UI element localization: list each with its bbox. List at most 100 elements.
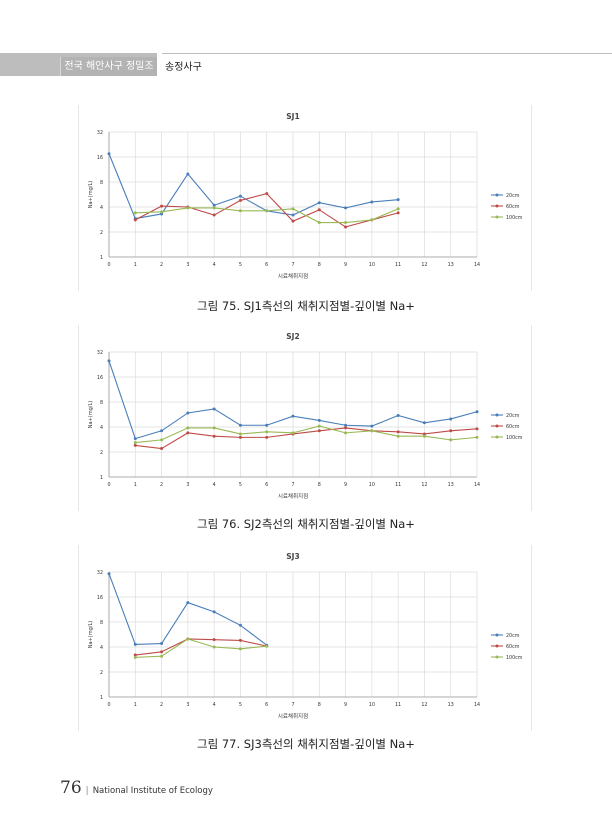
data-point-60cm (265, 435, 269, 439)
x-tick-label: 11 (395, 482, 401, 488)
data-point-20cm (344, 423, 348, 427)
legend-marker-20cm (495, 193, 499, 197)
data-point-20cm (186, 172, 190, 176)
x-tick-label: 5 (239, 702, 242, 708)
x-tick-label: 4 (213, 702, 216, 708)
x-tick-label: 9 (344, 262, 347, 268)
data-point-20cm (160, 212, 164, 216)
data-point-100cm (291, 431, 295, 435)
x-axis-label: 시료채취지점 (278, 272, 308, 280)
data-point-20cm (212, 407, 216, 411)
data-point-60cm (265, 192, 269, 196)
x-tick-label: 14 (474, 482, 480, 488)
data-point-60cm (344, 225, 348, 229)
x-tick-label: 2 (160, 262, 163, 268)
data-point-100cm (186, 206, 190, 210)
y-axis-label: Na+(mg/L) (88, 181, 94, 208)
subsection-title: 송정사구 (165, 62, 202, 73)
data-point-20cm (449, 417, 453, 421)
data-point-100cm (265, 644, 269, 648)
data-point-100cm (317, 221, 321, 225)
y-tick-label: 32 (97, 350, 103, 356)
x-tick-label: 1 (134, 702, 137, 708)
data-point-20cm (238, 623, 242, 627)
data-point-100cm (265, 209, 269, 213)
chart-title: SJ1 (286, 112, 299, 121)
data-point-20cm (396, 414, 400, 418)
legend-label: 60cm (506, 204, 520, 210)
data-point-100cm (133, 655, 137, 659)
y-tick-label: 8 (100, 180, 103, 186)
data-point-60cm (212, 638, 216, 642)
data-point-100cm (238, 209, 242, 213)
data-point-20cm (317, 201, 321, 205)
chart-title: SJ2 (286, 332, 299, 341)
y-tick-label: 2 (100, 670, 103, 676)
data-point-100cm (212, 426, 216, 430)
legend-marker-20cm (495, 633, 499, 637)
data-point-100cm (449, 438, 453, 442)
data-point-60cm (186, 431, 190, 435)
y-tick-label: 8 (100, 620, 103, 626)
x-tick-label: 2 (160, 702, 163, 708)
x-axis-label: 시료채취지점 (278, 712, 308, 720)
legend-label: 60cm (506, 644, 520, 650)
data-point-20cm (396, 198, 400, 202)
x-tick-label: 3 (186, 262, 189, 268)
y-tick-label: 32 (97, 130, 103, 136)
data-point-20cm (133, 642, 137, 646)
x-tick-label: 9 (344, 702, 347, 708)
data-point-60cm (160, 204, 164, 208)
data-point-20cm (370, 424, 374, 428)
data-point-20cm (238, 423, 242, 427)
x-tick-label: 0 (107, 262, 110, 268)
data-point-60cm (422, 432, 426, 436)
data-point-20cm (186, 411, 190, 415)
data-point-20cm (160, 642, 164, 646)
data-point-20cm (422, 421, 426, 425)
y-tick-label: 2 (100, 450, 103, 456)
series-line-60cm (135, 638, 267, 656)
x-tick-label: 8 (318, 702, 321, 708)
y-tick-label: 16 (97, 155, 103, 161)
data-point-60cm (238, 198, 242, 202)
data-point-60cm (396, 211, 400, 215)
legend-marker-60cm (495, 204, 499, 208)
data-point-60cm (160, 447, 164, 451)
data-point-100cm (422, 434, 426, 438)
y-tick-label: 4 (100, 425, 103, 431)
data-point-60cm (238, 435, 242, 439)
data-point-60cm (317, 429, 321, 433)
x-tick-label: 10 (369, 702, 375, 708)
x-tick-label: 5 (239, 482, 242, 488)
data-point-60cm (133, 653, 137, 657)
x-tick-label: 12 (421, 262, 427, 268)
x-tick-label: 8 (318, 482, 321, 488)
data-point-100cm (160, 438, 164, 442)
chart-sj2: SJ2 1 2 4 8 16 32 0 1 2 3 4 5 6 7 8 9 10 11 12 13 14 시료채취지점 Na+… (78, 325, 532, 511)
legend-label: 20cm (506, 633, 520, 639)
x-tick-label: 13 (448, 262, 454, 268)
data-point-100cm (186, 426, 190, 430)
data-point-20cm (475, 410, 479, 414)
legend-marker-20cm (495, 413, 499, 417)
data-point-20cm (317, 418, 321, 422)
y-tick-label: 2 (100, 230, 103, 236)
legend-label: 100cm (506, 215, 523, 221)
data-point-20cm (107, 359, 111, 363)
data-point-60cm (160, 650, 164, 654)
x-tick-label: 4 (213, 262, 216, 268)
chart-title: SJ3 (286, 552, 299, 561)
figure-caption-76: 그림 76. SJ2측선의 채취지점별-깊이별 Na+ (197, 517, 415, 531)
y-axis-label: Na+(mg/L) (88, 621, 94, 648)
data-point-60cm (449, 429, 453, 433)
data-point-60cm (133, 443, 137, 447)
data-point-100cm (238, 647, 242, 651)
data-point-60cm (212, 434, 216, 438)
header-rule (162, 53, 612, 54)
legend-label: 60cm (506, 424, 520, 430)
data-point-100cm (265, 430, 269, 434)
data-point-100cm (317, 424, 321, 428)
data-point-20cm (186, 601, 190, 605)
